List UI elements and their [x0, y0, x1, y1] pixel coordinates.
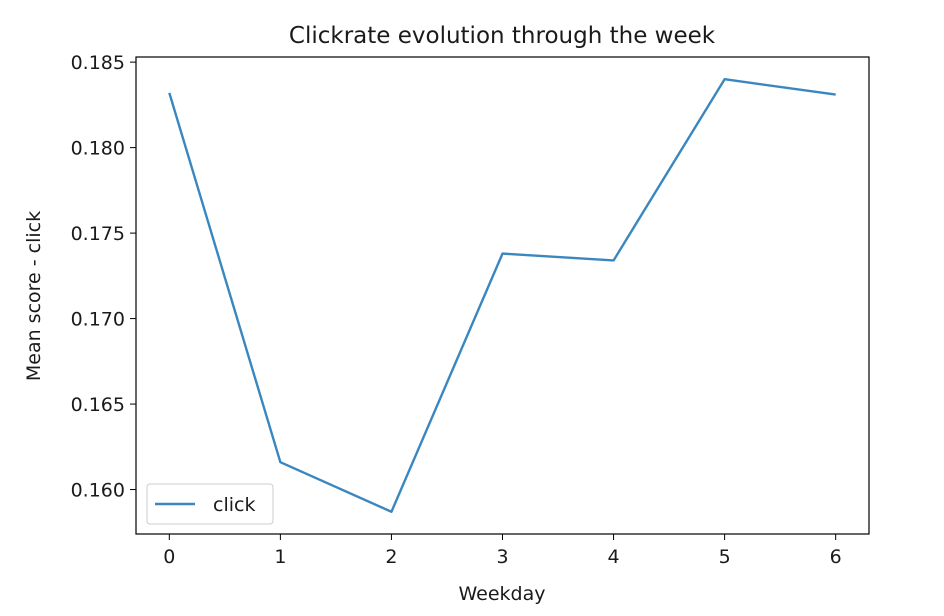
- series-layer: [168, 78, 836, 513]
- y-tick-label: 0.170: [71, 309, 125, 331]
- legend: click: [146, 483, 274, 525]
- x-tick-label: 3: [496, 546, 508, 568]
- x-axis: 0 1 2 3 4 5 6: [163, 534, 842, 568]
- y-tick-label: 0.185: [71, 52, 125, 74]
- x-tick-label: 2: [385, 546, 397, 568]
- y-tick-label: 0.175: [71, 223, 125, 245]
- x-tick-label: 6: [830, 546, 842, 568]
- x-tick-label: 1: [274, 546, 286, 568]
- plot-area-frame: [135, 56, 870, 535]
- y-tick-label: 0.180: [71, 138, 125, 160]
- legend-box: [146, 483, 274, 525]
- x-tick-label: 0: [163, 546, 175, 568]
- series-line-click: [168, 78, 836, 513]
- x-tick-label: 5: [719, 546, 731, 568]
- x-tick-label: 4: [608, 546, 620, 568]
- y-tick-label: 0.160: [71, 480, 125, 502]
- x-axis-label: Weekday: [458, 583, 545, 605]
- y-axis-label: Mean score - click: [23, 211, 45, 381]
- y-tick-label: 0.165: [71, 394, 125, 416]
- legend-label-click: click: [213, 494, 255, 516]
- y-axis: 0.160 0.165 0.170 0.175 0.180 0.185: [71, 52, 136, 502]
- chart-title: Clickrate evolution through the week: [289, 23, 716, 49]
